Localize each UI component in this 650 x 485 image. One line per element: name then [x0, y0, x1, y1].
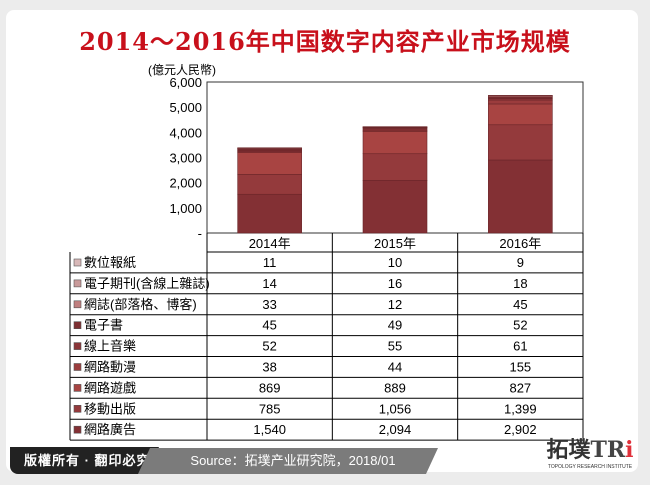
- data-label: 869: [259, 380, 281, 395]
- legend-swatch: [73, 321, 82, 330]
- legend-label: 網誌(部落格、博客): [84, 297, 197, 312]
- legend-label: 移動出版: [84, 401, 136, 416]
- bar-segment: [237, 174, 302, 195]
- tri-logo: 拓墣TRi TOPOLOGY RESEARCH INSTITUTE: [546, 437, 634, 470]
- legend-swatch: [73, 279, 82, 288]
- data-label: 785: [259, 401, 281, 416]
- legend-swatch: [73, 384, 82, 392]
- y-tick-label: 6,000: [169, 75, 202, 90]
- data-label: 1,056: [379, 401, 412, 416]
- data-label: 827: [509, 380, 531, 395]
- data-label: 1,399: [504, 401, 537, 416]
- data-label: 55: [388, 339, 402, 354]
- bar-segment: [488, 103, 553, 126]
- bar-segment: [362, 131, 428, 155]
- legend-label: 線上音樂: [84, 339, 136, 354]
- legend-swatch: [73, 363, 82, 371]
- legend-label: 網路動漫: [84, 360, 136, 375]
- copyright-notice: 版權所有 · 翻印必究: [10, 447, 159, 474]
- legend-swatch: [73, 258, 82, 267]
- data-label: 52: [262, 339, 276, 354]
- data-label: 14: [262, 276, 276, 291]
- slide-card: [6, 10, 638, 472]
- legend-label: 電子期刊(含線上雜誌): [84, 276, 210, 291]
- data-label: 49: [388, 318, 402, 333]
- data-label: 18: [513, 276, 527, 291]
- bar-segment: [488, 159, 553, 234]
- data-label: 11: [263, 255, 277, 270]
- legend-label: 網路遊戲: [84, 380, 136, 395]
- data-label: 1,540: [253, 422, 286, 437]
- category-label: 2016年: [499, 236, 541, 251]
- legend-swatch: [73, 342, 82, 350]
- source-note: Source：拓墣产业研究院，2018/01: [138, 448, 438, 474]
- legend-swatch: [73, 300, 82, 309]
- bar-segment: [362, 153, 428, 181]
- data-label: 38: [262, 360, 276, 375]
- y-tick-label: 2,000: [169, 176, 202, 191]
- data-label: 10: [388, 255, 402, 270]
- bar-segment: [488, 124, 553, 161]
- y-tick-label: 4,000: [169, 125, 202, 140]
- category-label: 2015年: [374, 236, 416, 251]
- data-label: 45: [513, 297, 527, 312]
- y-tick-label: -: [198, 226, 202, 241]
- category-label: 2014年: [249, 236, 291, 251]
- data-label: 12: [388, 297, 402, 312]
- data-label: 155: [509, 360, 531, 375]
- data-label: 61: [513, 339, 527, 354]
- footer: 版權所有 · 翻印必究 Source：拓墣产业研究院，2018/01: [10, 444, 638, 474]
- y-tick-label: 1,000: [169, 201, 202, 216]
- data-label: 33: [262, 297, 276, 312]
- legend-label: 網路廣告: [84, 422, 136, 437]
- bar-segment: [237, 193, 302, 234]
- legend-swatch: [73, 404, 82, 413]
- legend-label: 數位報紙: [84, 255, 136, 270]
- data-label: 45: [262, 318, 276, 333]
- bar-segment: [237, 152, 302, 175]
- data-label: 44: [388, 360, 402, 375]
- bar-segment: [488, 99, 553, 105]
- data-label: 52: [513, 318, 527, 333]
- y-axis-unit: (億元人民幣): [148, 63, 216, 77]
- data-label: 889: [384, 380, 406, 395]
- legend-label: 電子書: [84, 318, 123, 333]
- data-label: 9: [517, 255, 524, 270]
- data-label: 2,094: [379, 422, 412, 437]
- legend-swatch: [73, 425, 82, 434]
- y-tick-label: 5,000: [169, 100, 202, 115]
- page-title: 2014～2016年中国数字内容产业市场规模: [79, 27, 571, 56]
- y-tick-label: 3,000: [169, 151, 202, 166]
- bar-segment: [362, 180, 428, 234]
- data-label: 2,902: [504, 422, 537, 437]
- data-label: 16: [388, 276, 402, 291]
